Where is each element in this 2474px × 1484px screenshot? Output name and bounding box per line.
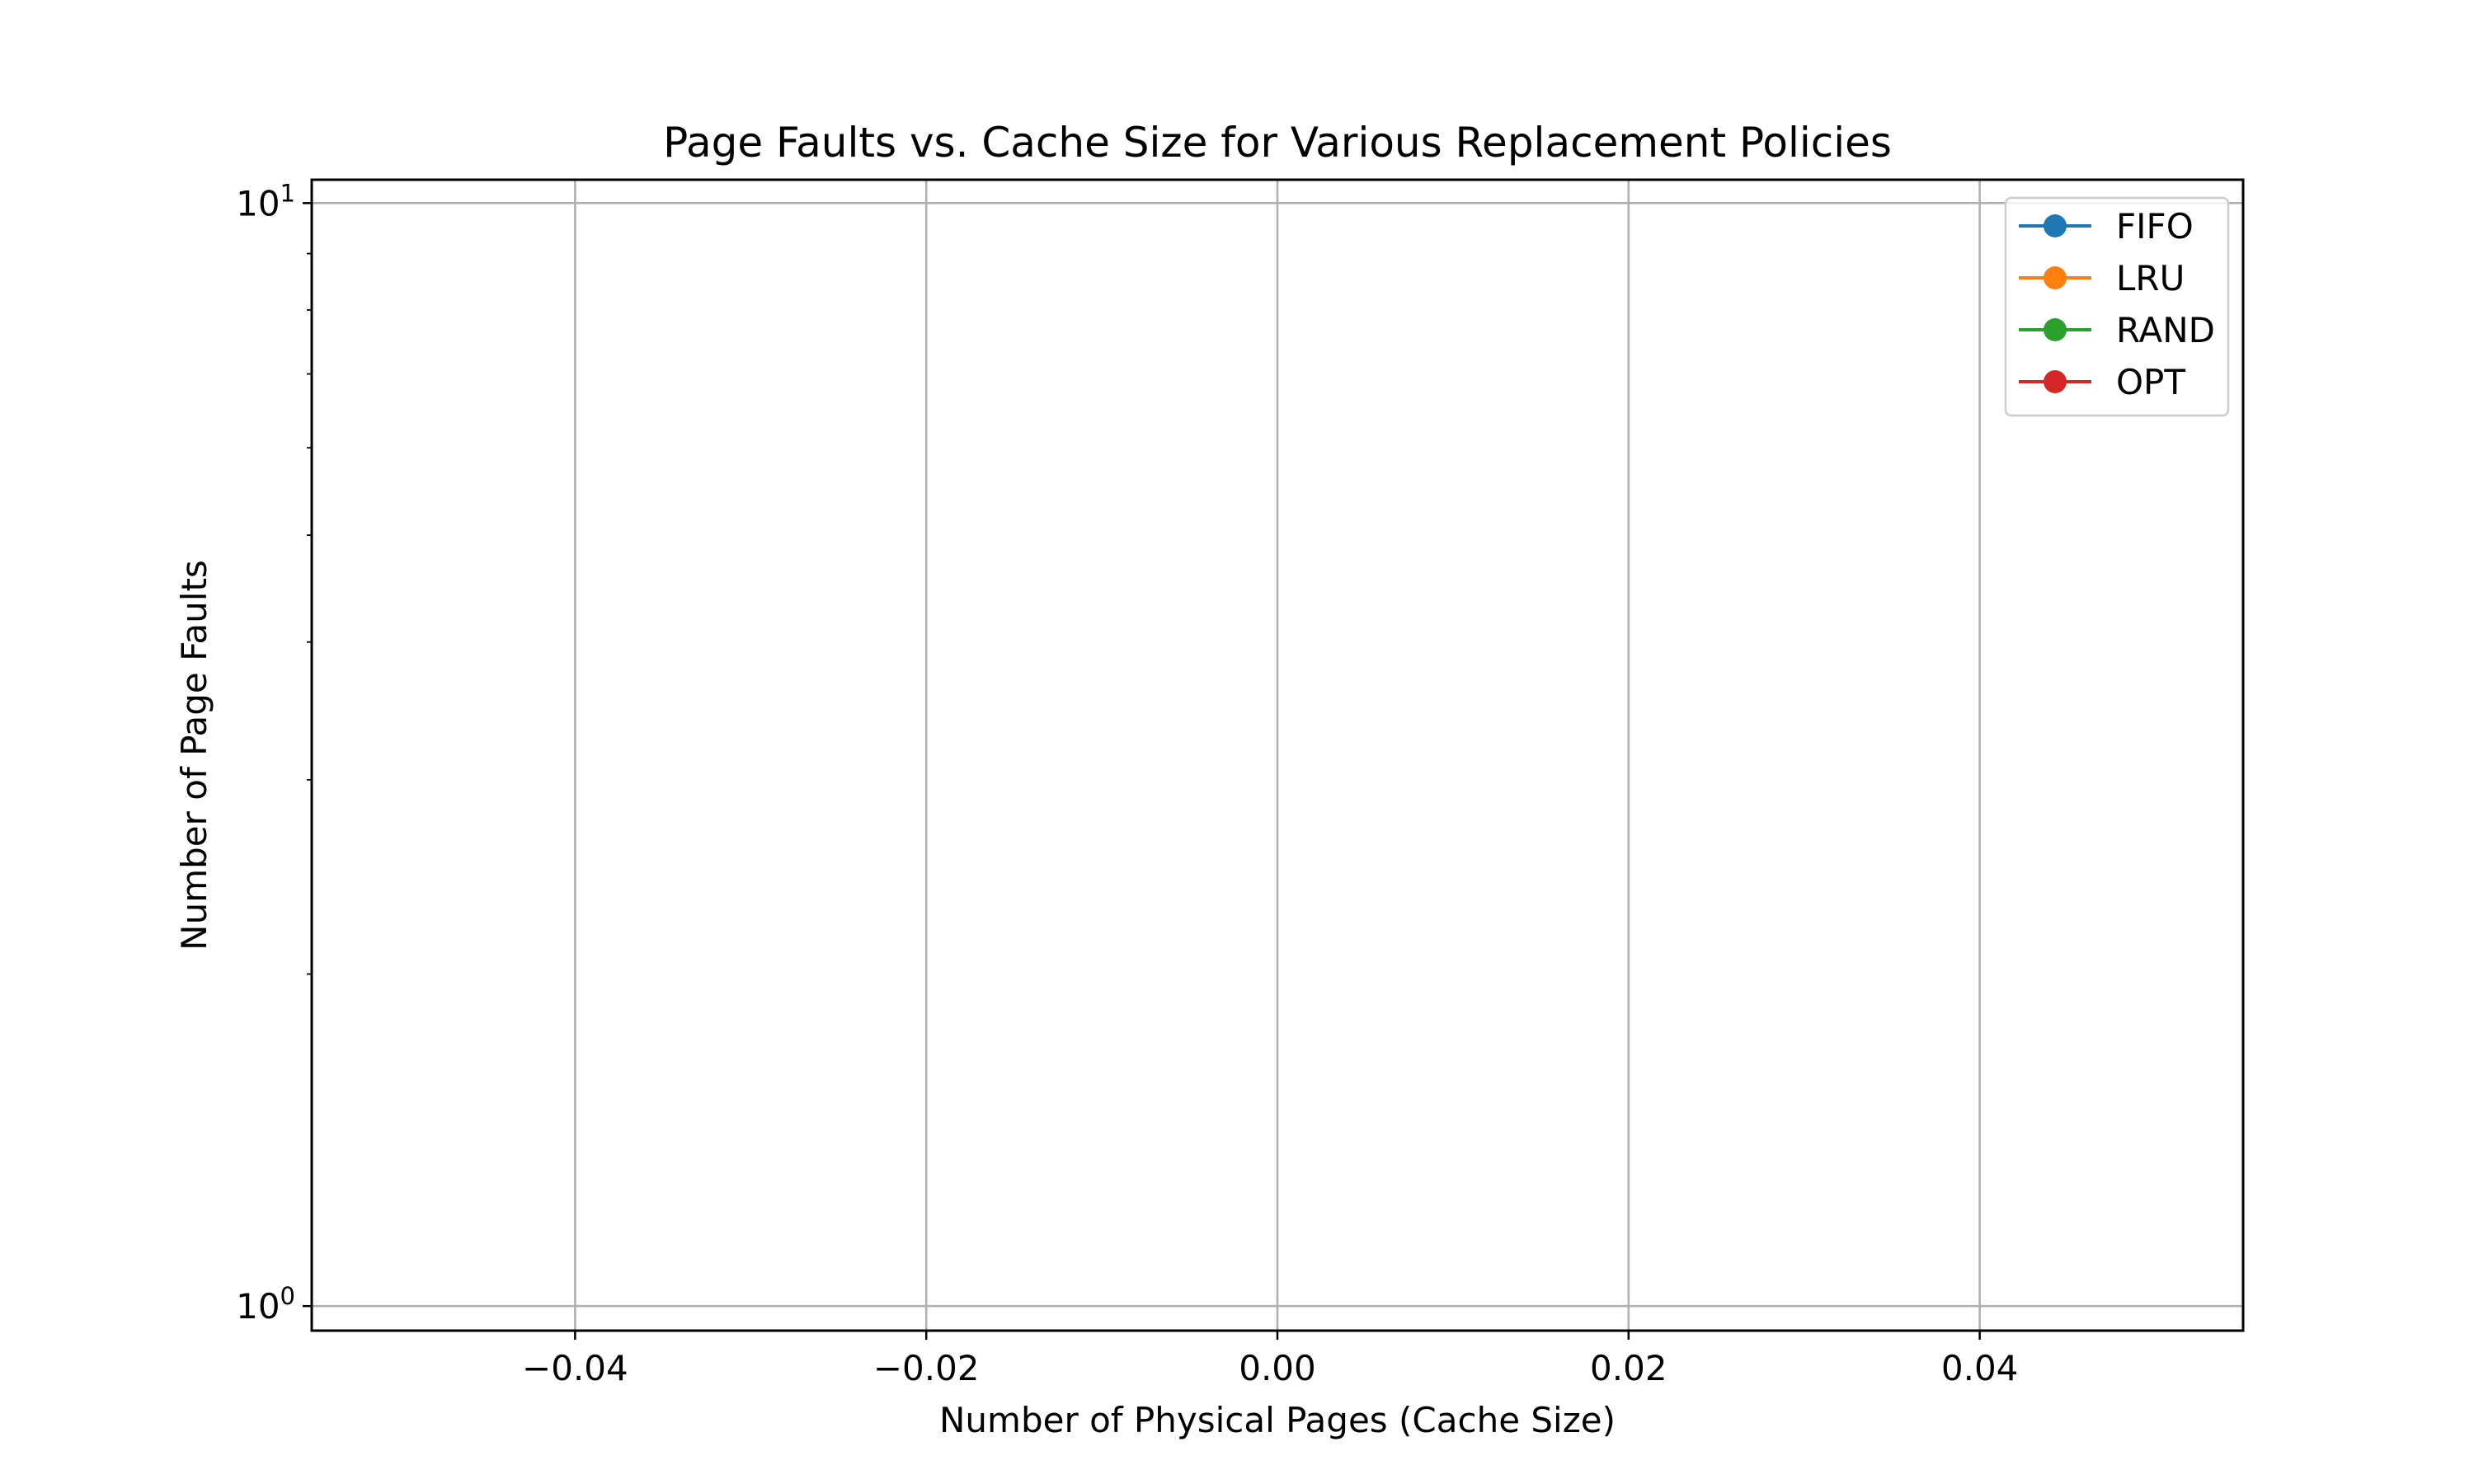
legend-label: LRU xyxy=(2116,258,2185,298)
legend-label: RAND xyxy=(2116,310,2215,350)
x-tick-label: −0.04 xyxy=(522,1348,628,1388)
legend-marker xyxy=(2044,266,2067,289)
legend-marker xyxy=(2044,214,2067,237)
x-axis-label: Number of Physical Pages (Cache Size) xyxy=(939,1400,1616,1440)
x-axis: −0.04 −0.02 0.00 0.02 0.04 xyxy=(522,1331,2018,1388)
y-axis: 100 101 xyxy=(236,179,312,1327)
legend: FIFO LRU RAND OPT xyxy=(2004,196,2230,417)
legend-item-lru: LRU xyxy=(2019,258,2185,298)
grid xyxy=(312,180,2243,1331)
x-tick-label: 0.00 xyxy=(1239,1348,1316,1388)
y-tick-label: 101 xyxy=(236,179,295,223)
legend-marker xyxy=(2044,370,2067,393)
legend-box xyxy=(2004,196,2230,417)
legend-item-rand: RAND xyxy=(2019,310,2215,350)
legend-label: FIFO xyxy=(2116,206,2194,247)
legend-item-fifo: FIFO xyxy=(2019,206,2194,247)
legend-item-opt: OPT xyxy=(2019,362,2185,402)
x-tick-label: −0.02 xyxy=(873,1348,980,1388)
chart-title: Page Faults vs. Cache Size for Various R… xyxy=(663,119,1892,167)
x-tick-label: 0.02 xyxy=(1590,1348,1667,1388)
legend-marker xyxy=(2044,318,2067,341)
y-axis-label: Number of Page Faults xyxy=(174,560,214,951)
legend-label: OPT xyxy=(2116,362,2185,402)
x-tick-label: 0.04 xyxy=(1941,1348,2019,1388)
y-tick-label: 100 xyxy=(236,1282,295,1327)
